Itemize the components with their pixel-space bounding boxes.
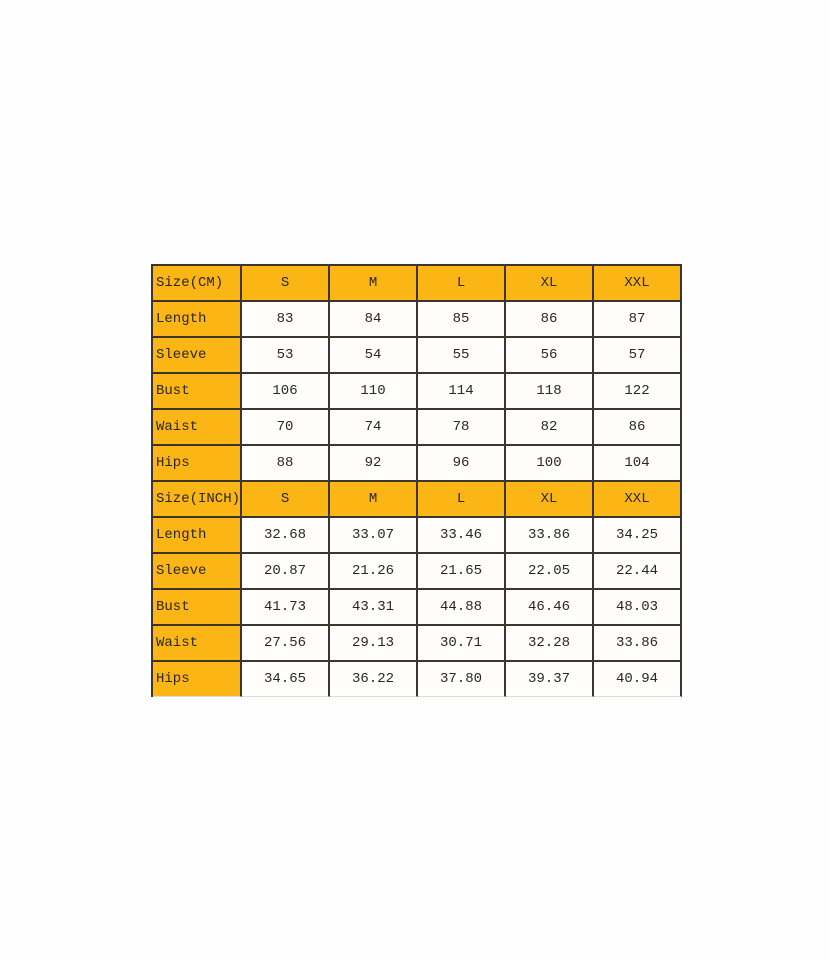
size-column-header: S bbox=[242, 482, 331, 518]
measurement-label: Length bbox=[153, 302, 243, 338]
measurement-value-cell: 87 bbox=[594, 302, 683, 338]
measurement-value-cell: 22.05 bbox=[506, 554, 595, 590]
measurement-value-cell: 30.71 bbox=[418, 626, 507, 662]
size-system-label: Size(INCH) bbox=[153, 482, 243, 518]
measurement-value-cell: 48.03 bbox=[594, 590, 683, 626]
measurement-value-cell: 43.31 bbox=[330, 590, 419, 626]
measurement-value-cell: 20.87 bbox=[242, 554, 331, 590]
measurement-value-cell: 27.56 bbox=[242, 626, 331, 662]
measurement-value-cell: 46.46 bbox=[506, 590, 595, 626]
measurement-value-cell: 32.28 bbox=[506, 626, 595, 662]
size-system-label: Size(CM) bbox=[153, 266, 243, 302]
measurement-value-cell: 78 bbox=[418, 410, 507, 446]
size-column-header: XXL bbox=[594, 482, 683, 518]
measurement-value-cell: 21.65 bbox=[418, 554, 507, 590]
measurement-label: Hips bbox=[153, 662, 243, 697]
size-column-header: L bbox=[418, 266, 507, 302]
measurement-value-cell: 83 bbox=[242, 302, 331, 338]
size-column-header: XL bbox=[506, 266, 595, 302]
measurement-value-cell: 110 bbox=[330, 374, 419, 410]
measurement-value-cell: 122 bbox=[594, 374, 683, 410]
measurement-label: Waist bbox=[153, 410, 243, 446]
measurement-value-cell: 88 bbox=[242, 446, 331, 482]
size-header-row: Size(CM) S M L XL XXL bbox=[153, 266, 683, 302]
measurement-value-cell: 82 bbox=[506, 410, 595, 446]
measurement-value-cell: 96 bbox=[418, 446, 507, 482]
measurement-value-cell: 85 bbox=[418, 302, 507, 338]
measurement-value-cell: 118 bbox=[506, 374, 595, 410]
measurement-value-cell: 39.37 bbox=[506, 662, 595, 697]
measurement-value-cell: 21.26 bbox=[330, 554, 419, 590]
measurement-value-cell: 114 bbox=[418, 374, 507, 410]
measurement-label: Bust bbox=[153, 590, 243, 626]
measurement-value-cell: 40.94 bbox=[594, 662, 683, 697]
size-column-header: L bbox=[418, 482, 507, 518]
measurement-value-cell: 34.65 bbox=[242, 662, 331, 697]
measurement-row: Bust 41.73 43.31 44.88 46.46 48.03 bbox=[153, 590, 683, 626]
measurement-value-cell: 57 bbox=[594, 338, 683, 374]
measurement-row: Length 32.68 33.07 33.46 33.86 34.25 bbox=[153, 518, 683, 554]
size-column-header: XL bbox=[506, 482, 595, 518]
measurement-value-cell: 100 bbox=[506, 446, 595, 482]
measurement-value-cell: 56 bbox=[506, 338, 595, 374]
measurement-value-cell: 41.73 bbox=[242, 590, 331, 626]
size-header-row: Size(INCH) S M L XL XXL bbox=[153, 482, 683, 518]
measurement-row: Length 83 84 85 86 87 bbox=[153, 302, 683, 338]
measurement-value-cell: 32.68 bbox=[242, 518, 331, 554]
measurement-value-cell: 22.44 bbox=[594, 554, 683, 590]
measurement-value-cell: 92 bbox=[330, 446, 419, 482]
measurement-value-cell: 84 bbox=[330, 302, 419, 338]
size-chart-table: Size(CM) S M L XL XXL Length 83 84 85 86 87 Sleeve 53… bbox=[151, 264, 683, 697]
measurement-row: Sleeve 53 54 55 56 57 bbox=[153, 338, 683, 374]
measurement-value-cell: 106 bbox=[242, 374, 331, 410]
size-table-body: Size(CM) S M L XL XXL Length 83 84 85 86 87 Sleeve 53… bbox=[153, 266, 683, 697]
measurement-value-cell: 54 bbox=[330, 338, 419, 374]
measurement-value-cell: 37.80 bbox=[418, 662, 507, 697]
measurement-value-cell: 74 bbox=[330, 410, 419, 446]
measurement-label: Sleeve bbox=[153, 554, 243, 590]
measurement-label: Sleeve bbox=[153, 338, 243, 374]
measurement-value-cell: 33.86 bbox=[594, 626, 683, 662]
measurement-value-cell: 86 bbox=[594, 410, 683, 446]
measurement-row: Waist 70 74 78 82 86 bbox=[153, 410, 683, 446]
measurement-label: Waist bbox=[153, 626, 243, 662]
measurement-value-cell: 33.46 bbox=[418, 518, 507, 554]
size-column-header: XXL bbox=[594, 266, 683, 302]
size-column-header: M bbox=[330, 482, 419, 518]
measurement-value-cell: 34.25 bbox=[594, 518, 683, 554]
measurement-value-cell: 104 bbox=[594, 446, 683, 482]
measurement-row: Waist 27.56 29.13 30.71 32.28 33.86 bbox=[153, 626, 683, 662]
measurement-value-cell: 70 bbox=[242, 410, 331, 446]
measurement-value-cell: 55 bbox=[418, 338, 507, 374]
measurement-row: Sleeve 20.87 21.26 21.65 22.05 22.44 bbox=[153, 554, 683, 590]
measurement-row: Hips 88 92 96 100 104 bbox=[153, 446, 683, 482]
size-column-header: M bbox=[330, 266, 419, 302]
measurement-value-cell: 33.07 bbox=[330, 518, 419, 554]
measurement-label: Length bbox=[153, 518, 243, 554]
measurement-row: Bust 106 110 114 118 122 bbox=[153, 374, 683, 410]
measurement-value-cell: 86 bbox=[506, 302, 595, 338]
measurement-value-cell: 29.13 bbox=[330, 626, 419, 662]
measurement-label: Bust bbox=[153, 374, 243, 410]
measurement-label: Hips bbox=[153, 446, 243, 482]
measurement-row: Hips 34.65 36.22 37.80 39.37 40.94 bbox=[153, 662, 683, 697]
measurement-value-cell: 53 bbox=[242, 338, 331, 374]
measurement-value-cell: 44.88 bbox=[418, 590, 507, 626]
size-column-header: S bbox=[242, 266, 331, 302]
measurement-value-cell: 33.86 bbox=[506, 518, 595, 554]
measurement-value-cell: 36.22 bbox=[330, 662, 419, 697]
